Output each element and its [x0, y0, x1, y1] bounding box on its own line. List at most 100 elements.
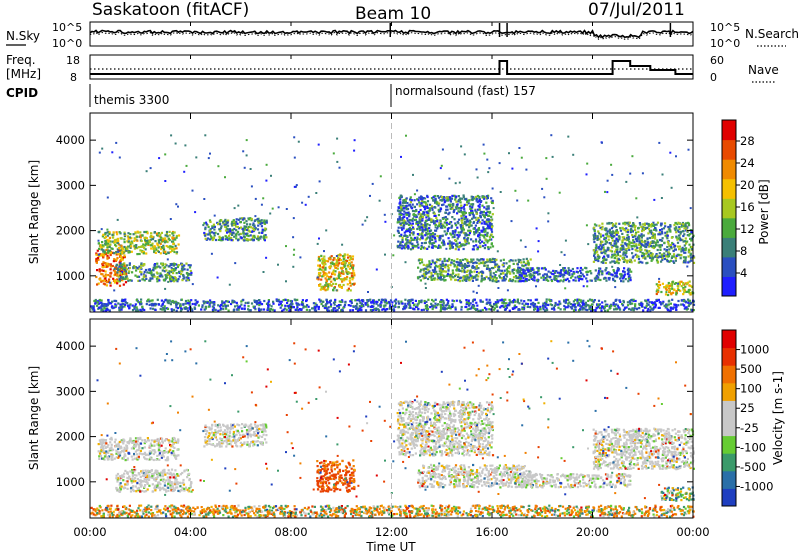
echo-cell	[455, 299, 458, 302]
echo-cell	[224, 238, 227, 241]
echo-cell	[101, 235, 104, 238]
freq-unit: [MHz]	[6, 67, 41, 81]
echo-cell	[351, 258, 354, 261]
echo-cell	[403, 215, 406, 219]
echo-cell	[650, 222, 654, 226]
echo-cell	[404, 220, 407, 223]
echo-cell	[102, 261, 105, 264]
echo-cell	[341, 266, 345, 269]
echo-cell	[469, 219, 472, 222]
echo-cell	[452, 209, 456, 213]
echo-cell	[351, 264, 354, 267]
echo-cell	[415, 209, 418, 212]
echo-cell	[509, 259, 512, 262]
echo-cell	[564, 278, 568, 282]
echo-cell	[442, 308, 445, 311]
echo-cell	[623, 275, 626, 278]
echo-cell	[452, 300, 455, 303]
echo-cell	[493, 307, 496, 310]
echo-cell	[333, 257, 336, 260]
echo-cell	[204, 228, 207, 231]
echo-cell	[280, 304, 284, 307]
echo-cell	[486, 264, 489, 267]
echo-cell	[660, 239, 664, 242]
echo-cell	[660, 244, 663, 247]
echo-cell	[521, 264, 524, 267]
echo-cell	[687, 249, 690, 252]
echo-cell	[102, 255, 105, 258]
echo-cell	[626, 228, 630, 231]
echo-cell	[444, 226, 447, 229]
echo-cell	[266, 302, 269, 305]
echo-cell	[667, 251, 670, 254]
echo-cell	[659, 238, 662, 242]
echo-cell	[605, 267, 608, 270]
echo-cell	[420, 233, 423, 236]
echo-cell	[476, 221, 479, 224]
echo-cell	[593, 232, 597, 235]
echo-cell	[579, 304, 582, 307]
echo-cell	[450, 244, 453, 247]
echo-cell	[329, 305, 332, 308]
echo-cell	[466, 269, 469, 272]
echo-cell	[119, 275, 122, 279]
echo-cell	[170, 247, 173, 250]
echo-cell	[671, 241, 674, 245]
echo-cell	[243, 217, 246, 220]
echo-cell	[468, 261, 471, 264]
echo-cell	[448, 274, 451, 278]
echo-cell	[403, 210, 406, 213]
echo-cell	[130, 240, 133, 243]
echo-cell	[475, 199, 478, 202]
echo-cell	[319, 300, 322, 303]
echo-cell	[249, 217, 252, 220]
echo-cell	[336, 304, 339, 308]
echo-cell	[399, 211, 402, 214]
echo-cell	[489, 275, 492, 278]
echo-cell	[645, 243, 648, 246]
echo-cell	[616, 248, 619, 251]
echo-cell	[378, 309, 381, 312]
echo-cell	[405, 206, 408, 209]
echo-cell	[135, 246, 138, 249]
echo-cell	[223, 224, 226, 227]
echo-cell	[97, 282, 100, 285]
echo-cell	[443, 221, 446, 224]
echo-cell	[455, 245, 458, 248]
echo-cell	[426, 223, 429, 226]
echo-cell	[682, 293, 685, 296]
echo-cell	[607, 238, 610, 241]
echo-cell	[642, 254, 646, 257]
echo-cell	[172, 242, 175, 246]
echo-cell	[612, 235, 615, 238]
echo-cell	[324, 263, 327, 266]
echo-cell	[213, 225, 216, 228]
echo-cell	[428, 270, 431, 273]
echo-cell	[253, 225, 256, 228]
echo-cell	[475, 212, 478, 215]
echo-cell	[487, 239, 490, 242]
echo-cell	[460, 204, 463, 207]
echo-cell	[427, 232, 430, 235]
echo-cell	[123, 305, 126, 308]
echo-cell	[485, 298, 488, 301]
echo-cell	[227, 309, 230, 312]
echo-cell	[553, 308, 556, 311]
echo-cell	[432, 220, 435, 223]
echo-cell	[481, 240, 484, 243]
echo-cell	[443, 275, 446, 278]
echo-cell	[342, 263, 345, 266]
echo-cell	[235, 234, 238, 237]
echo-cell	[545, 300, 548, 303]
echo-cell	[107, 274, 110, 277]
echo-cell	[116, 278, 119, 281]
echo-cell	[668, 252, 672, 256]
echo-cell	[437, 213, 440, 217]
echo-cell	[323, 272, 326, 275]
echo-cell	[103, 251, 106, 254]
echo-cell	[454, 198, 457, 201]
echo-cell	[463, 263, 467, 266]
echo-cell	[483, 206, 486, 209]
echo-cell	[477, 208, 480, 211]
echo-cell	[219, 236, 222, 240]
